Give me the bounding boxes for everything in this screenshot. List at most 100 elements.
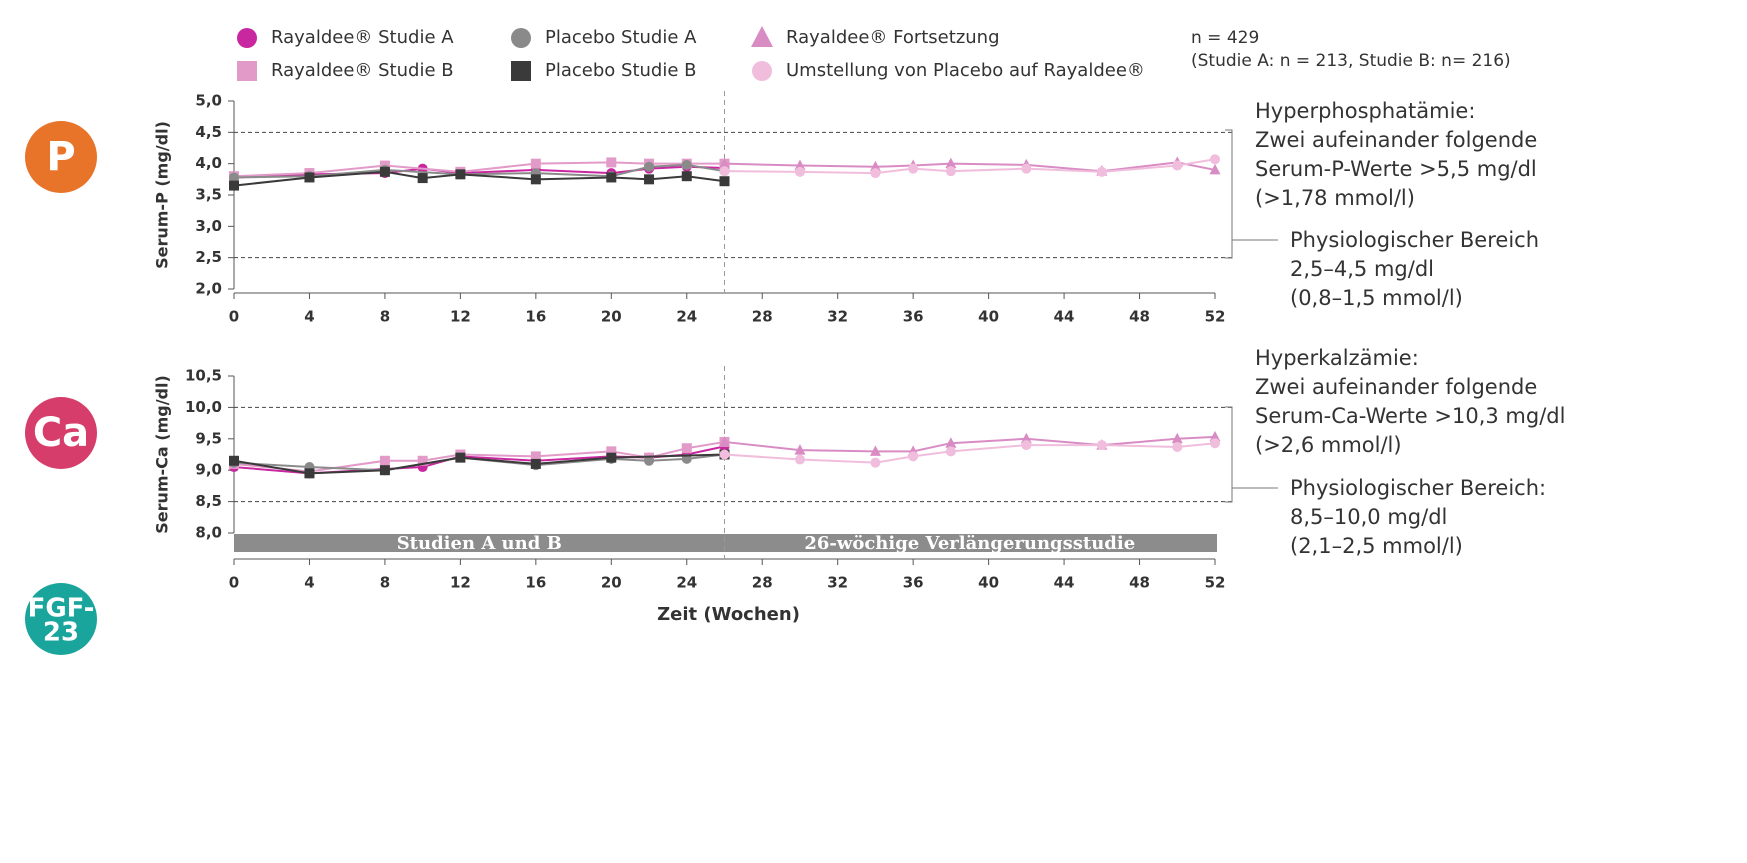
x-tick-label: 32 [827, 308, 848, 326]
x-tick-label: 52 [1205, 308, 1226, 326]
upper-note: Zwei aufeinander folgende [1255, 375, 1537, 399]
legend-marker [511, 28, 531, 48]
x-tick-label: 4 [304, 574, 314, 592]
data-point [869, 160, 881, 172]
legend-marker [237, 61, 257, 81]
data-point [794, 166, 805, 177]
data-point [379, 465, 390, 476]
data-point [606, 172, 617, 183]
y-axis-label: Serum-Ca (mg/dl) [153, 375, 172, 534]
x-tick-label: 24 [676, 308, 697, 326]
data-point [1021, 440, 1032, 451]
legend-label: Umstellung von Placebo auf Rayaldee® [786, 60, 1145, 81]
x-tick-label: 40 [978, 574, 999, 592]
icon-ca [25, 397, 97, 469]
data-point [719, 449, 730, 460]
data-point [606, 157, 617, 168]
data-point [719, 166, 730, 177]
x-tick-label: 16 [525, 308, 546, 326]
legend-label: Rayaldee® Studie A [271, 27, 454, 48]
x-tick-label: 52 [1205, 574, 1226, 592]
y-tick-label: 9,0 [195, 461, 222, 479]
icon-label: 23 [43, 618, 79, 648]
data-point [606, 452, 617, 463]
data-point [644, 161, 655, 172]
band [724, 534, 1217, 552]
y-tick-label: 8,0 [195, 524, 222, 542]
series-line [233, 170, 725, 187]
legend-marker [237, 28, 257, 48]
legend-label: Placebo Studie B [545, 60, 696, 81]
sample-note: n = 429 [1191, 28, 1259, 48]
upper-note: (>2,6 mmol/l) [1255, 433, 1402, 457]
data-point [794, 454, 805, 465]
icon-p [25, 121, 97, 193]
data-point [719, 176, 730, 187]
y-tick-label: 4,5 [195, 123, 222, 141]
data-point [1096, 166, 1107, 177]
data-point [681, 171, 692, 182]
y-tick-label: 10,5 [185, 367, 222, 385]
data-point [379, 455, 390, 466]
data-point [1021, 163, 1032, 174]
x-tick-label: 20 [601, 308, 622, 326]
data-point [229, 180, 239, 191]
legend-marker [511, 61, 531, 81]
bracket [1225, 406, 1278, 503]
y-tick-label: 9,5 [195, 429, 222, 447]
data-point [417, 455, 428, 466]
data-point [417, 173, 428, 184]
data-point [379, 166, 390, 177]
bracket [1225, 129, 1278, 259]
data-point [304, 468, 315, 479]
x-axis-label: Zeit (Wochen) [657, 604, 800, 625]
data-point [870, 168, 881, 179]
icon-fgf [25, 583, 97, 655]
y-tick-label: 10,0 [185, 398, 222, 416]
data-point [530, 158, 541, 169]
data-point [945, 166, 956, 177]
band-label: Studien A und B [397, 533, 562, 554]
data-point [908, 163, 919, 174]
data-point [455, 169, 466, 180]
y-tick-label: 2,0 [195, 280, 222, 298]
x-tick-label: 0 [229, 574, 239, 592]
data-point [304, 172, 315, 183]
upper-note: Hyperkalzämie: [1255, 346, 1419, 370]
x-tick-label: 20 [601, 574, 622, 592]
x-tick-label: 40 [978, 308, 999, 326]
data-point [794, 444, 806, 455]
y-tick-label: 5,0 [195, 92, 222, 110]
range-note: (0,8–1,5 mmol/l) [1290, 286, 1463, 310]
y-tick-label: 3,0 [195, 217, 222, 235]
y-tick-label: 4,0 [195, 154, 222, 172]
data-point [1096, 440, 1107, 451]
upper-note: Serum-Ca-Werte >10,3 mg/dl [1255, 404, 1565, 428]
data-point [229, 455, 239, 466]
data-point [606, 446, 617, 457]
x-tick-label: 8 [380, 574, 390, 592]
data-point [530, 451, 541, 462]
x-tick-label: 44 [1054, 308, 1075, 326]
data-point [644, 455, 655, 466]
data-point [870, 457, 881, 468]
data-point [530, 458, 541, 469]
data-point [681, 443, 692, 454]
range-note: 2,5–4,5 mg/dl [1290, 257, 1434, 281]
legend-marker [752, 61, 772, 81]
data-point [681, 159, 692, 170]
data-point [794, 159, 806, 171]
icon-label: P [46, 134, 75, 180]
x-tick-label: 36 [903, 574, 924, 592]
y-tick-label: 8,5 [195, 492, 222, 510]
data-point [719, 157, 730, 169]
data-point [644, 174, 655, 185]
data-point [1209, 163, 1221, 175]
band [234, 534, 727, 552]
x-tick-label: 28 [752, 308, 773, 326]
y-tick-label: 2,5 [195, 248, 222, 266]
data-point [229, 172, 239, 183]
data-point [908, 451, 919, 462]
upper-note: Hyperphosphatämie: [1255, 99, 1475, 123]
